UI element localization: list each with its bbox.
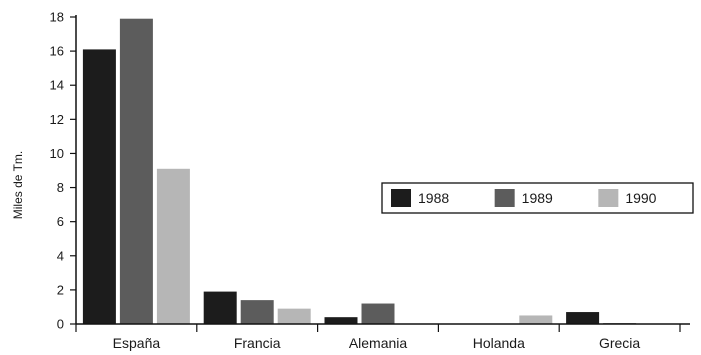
legend-label-1988: 1988 [418,190,449,206]
y-tick-label: 10 [50,146,64,161]
x-tick-label: Alemania [349,335,408,351]
x-tick-label: Grecia [599,335,640,351]
x-tick-label: Francia [234,335,281,351]
legend-label-1990: 1990 [625,190,656,206]
bar-1988-alemania [324,317,358,324]
y-tick-label: 14 [50,78,64,93]
x-tick-label: España [113,335,161,351]
legend-label-1989: 1989 [522,190,553,206]
y-tick-label: 16 [50,44,64,59]
y-tick-label: 6 [57,214,64,229]
y-tick-label: 0 [57,317,64,332]
bar-1990-españa [156,168,190,324]
legend-swatch-1990 [598,189,619,207]
y-tick-label: 12 [50,112,64,127]
legend-swatch-1988 [391,189,411,207]
y-tick-label: 2 [57,282,64,297]
bar-1990-francia [277,308,311,324]
bar-1989-españa [119,18,153,324]
x-tick-label: Holanda [473,335,525,351]
y-tick-label: 18 [50,10,64,25]
legend-swatch-1989 [494,189,515,207]
bar-1988-grecia [566,312,600,324]
bar-1990-holanda [519,315,553,324]
y-tick-label: 8 [57,180,64,195]
bar-1989-francia [240,300,274,324]
bars-group [82,18,637,325]
legend: 1988 1989 1990 [381,182,694,214]
bar-1988-españa [82,49,116,325]
legend-box [381,182,694,214]
y-axis: 0 2 4 6 8 10 12 14 16 18 [50,10,77,332]
bar-1988-francia [203,291,237,324]
bar-1989-alemania [361,303,395,324]
y-axis-label: Miles de Tm. [11,151,25,219]
y-tick-label: 4 [57,248,64,263]
x-axis: España Francia Alemania Holanda Grecia [75,323,690,351]
